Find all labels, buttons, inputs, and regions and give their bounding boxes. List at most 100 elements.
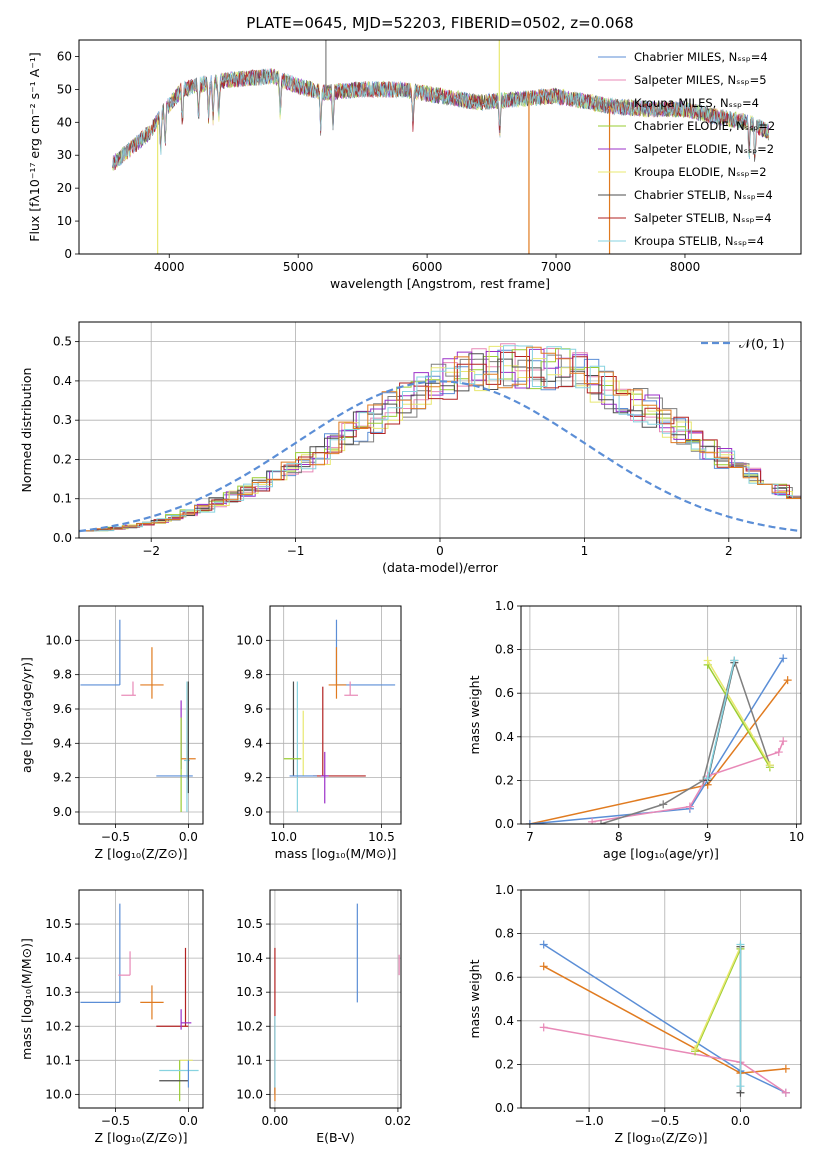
spectrum-ylabel: Flux [fλ10⁻¹⁷ erg cm⁻² s⁻¹ A⁻¹] [27,52,42,241]
mass-vs-Z-xlabel: Z [log₁₀(Z/Z⊙)] [95,1130,188,1145]
mass-vs-EBV-axes: 0.00 0.02 10.0 10.1 10.2 10.3 10.4 10.5 E(B-V) [236,889,412,1145]
residuals-plot [79,343,801,533]
age-vs-mass-axes: 10.0 10.5 9.0 9.2 9.4 9.6 9.8 10.0 mass [log₁₀(M… [236,605,402,861]
age-vs-mass-ytick-label: 9.8 [244,668,263,682]
weight-vs-age-xtick-label: 10 [789,830,804,844]
legend-label-5: Kroupa ELODIE, Nₛₛₚ=2 [634,165,767,179]
weight-vs-age-ytick-label: 0.0 [495,817,514,831]
age-vs-mass-ytick-label: 10.0 [236,633,263,647]
age-vs-Z-xtick-label: −0.5 [101,830,130,844]
weight-vs-age-series-2-marker [774,748,783,757]
age-vs-mass-xlabel: mass [log₁₀(M/M⊙)] [275,846,397,861]
weight-vs-Z-ytick-label: 0.0 [495,1101,514,1115]
mass-vs-EBV-ytick-label: 10.5 [236,917,263,931]
weight-vs-Z-ytick-label: 0.6 [495,970,514,984]
weight-vs-age-xtick-label: 7 [526,830,534,844]
weight-vs-Z-ytick-label: 0.4 [495,1014,514,1028]
spectrum-xtick-label: 4000 [154,260,185,274]
weight-vs-Z-series-0-marker [539,940,548,949]
weight-vs-age-series-7 [706,660,736,779]
mass-vs-Z-ytick-label: 10.3 [45,985,72,999]
legend-label-7: Salpeter STELIB, Nₛₛₚ=4 [634,211,772,225]
residuals-xtick-label: −2 [142,544,160,558]
age-vs-Z-ytick-label: 9.2 [53,771,72,785]
residuals-ytick-label: 0.2 [53,452,72,466]
spectrum-plot [112,40,770,254]
weight-vs-age-series-5-marker [765,761,774,770]
age-vs-Z-ytick-label: 9.6 [53,702,72,716]
age-vs-mass-ytick-label: 9.0 [244,805,263,819]
mass-vs-EBV-ytick-label: 10.0 [236,1087,263,1101]
age-vs-Z-axes: −0.5 0.0 9.0 9.2 9.4 9.6 9.8 10.0 Z [log₁₀(Z/Z⊙)… [19,605,204,861]
age-vs-mass-xtick-label: 10.5 [368,830,395,844]
spectrum-ytick-label: 40 [57,115,72,129]
residuals-ytick-label: 0.1 [53,492,72,506]
spectrum-line-8 [112,68,770,170]
residuals-frame [78,321,802,539]
age-vs-Z-frame [78,605,204,825]
age-vs-Z-ytick-label: 10.0 [45,633,72,647]
residuals-xlabel: (data-model)/error [382,560,499,575]
weight-vs-age-series-2 [591,740,784,823]
residuals-xtick-label: 2 [725,544,733,558]
hist-step-ke [84,345,801,532]
mass-vs-EBV-plot [274,903,400,1102]
legend-label-6: Chabrier STELIB, Nₛₛₚ=4 [634,188,773,202]
spectrum-xtick-label: 6000 [412,260,443,274]
weight-vs-age-series-5 [707,660,771,766]
weight-vs-Z-series-1-marker [781,1064,790,1073]
mass-vs-EBV-xlabel: E(B-V) [316,1130,355,1145]
legend-label-8: Kroupa STELIB, Nₛₛₚ=4 [634,234,764,248]
spectrum-frame [78,39,802,255]
residuals-xtick-label: 0 [436,544,444,558]
mass-vs-EBV-ytick-label: 10.1 [236,1053,263,1067]
weight-vs-age-series-2-marker [685,802,694,811]
spectrum-ytick-label: 60 [57,49,72,63]
legend-label-0: Chabrier MILES, Nₛₛₚ=4 [634,50,768,64]
mass-vs-Z-xtick-label: −0.5 [101,1114,130,1128]
weight-vs-age-series-0-marker [783,676,792,685]
weight-vs-age-xtick-label: 8 [615,830,623,844]
weight-vs-age-series-4 [707,664,771,768]
weight-vs-age-series-1 [529,657,784,824]
weight-vs-Z-plot [539,940,790,1097]
weight-vs-Z-series-3 [694,948,742,1052]
age-vs-Z-xtick-label: 0.0 [179,830,198,844]
spectrum-xtick-label: 8000 [670,260,701,274]
age-vs-Z-ylabel: age [log₁₀(age/yr)] [19,657,34,773]
weight-vs-age-ytick-label: 1.0 [495,599,514,613]
legend-label-1: Salpeter MILES, Nₛₛₚ=5 [634,73,767,87]
mass-vs-Z-axes: −0.5 0.0 10.0 10.1 10.2 10.3 10.4 10.5 Z [log₁₀(… [19,889,204,1145]
weight-vs-age-ytick-label: 0.8 [495,643,514,657]
age-vs-mass-plot [283,619,396,812]
weight-vs-age-series-1-marker [779,654,788,663]
mass-vs-EBV-xtick-label: 0.02 [385,1114,412,1128]
age-vs-Z-ytick-label: 9.4 [53,736,72,750]
spectrum-ytick-label: 30 [57,148,72,162]
weight-vs-Z-xlabel: Z [log₁₀(Z/Z⊙)] [615,1130,708,1145]
hist-step-orange [79,346,801,532]
weight-vs-age-series-5-marker [703,656,712,665]
spectrum-ytick-label: 50 [57,82,72,96]
weight-vs-age-series-1-marker [525,820,534,824]
age-vs-Z-plot [80,619,196,812]
weight-vs-Z-series-6-marker [736,1082,745,1091]
residuals-ytick-label: 0.5 [53,335,72,349]
residuals-axes: −2 −1 0 1 2 0.0 0.1 0.2 0.3 0.4 0.5 (data-model)/er… [19,321,802,575]
weight-vs-age-ytick-label: 0.2 [495,773,514,787]
weight-vs-Z-ytick-label: 0.2 [495,1057,514,1071]
mass-vs-Z-ytick-label: 10.5 [45,917,72,931]
weight-vs-age-series-3 [600,657,771,824]
hist-step-cm [79,349,801,532]
mass-vs-EBV-ytick-label: 10.4 [236,951,263,965]
residuals-ylabel: Normed distribution [19,368,34,493]
weight-vs-age-xtick-label: 9 [704,830,712,844]
mass-vs-Z-ylabel: mass [log₁₀(M/M⊙)] [19,938,34,1060]
weight-vs-Z-series-2-marker [539,1023,548,1032]
normal-curve [79,380,801,533]
mass-vs-Z-xtick-label: 0.0 [179,1114,198,1128]
weight-vs-Z-ytick-label: 1.0 [495,883,514,897]
age-vs-mass-ytick-label: 9.2 [244,771,263,785]
spectrum-ytick-label: 10 [57,214,72,228]
